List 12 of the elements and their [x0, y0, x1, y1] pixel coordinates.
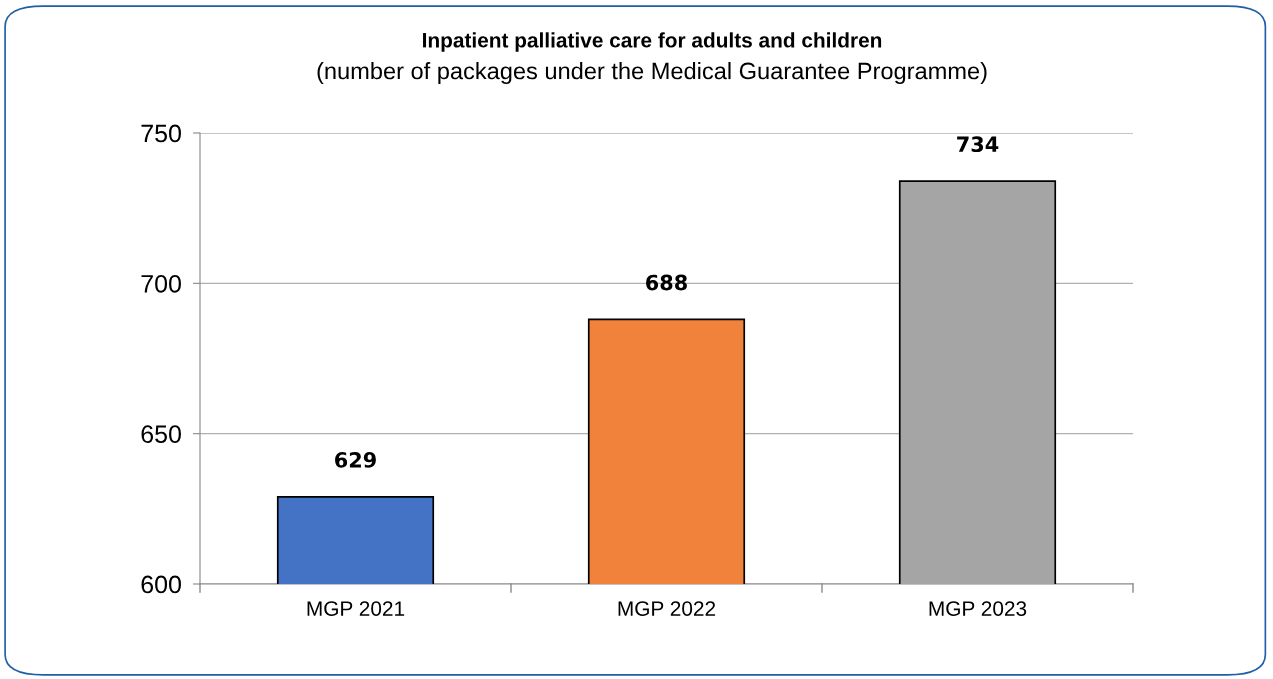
chart-title: Inpatient palliative care for adults and children	[423, 32, 882, 52]
y-tick-label: 700	[141, 274, 181, 293]
x-tick-label: MGP 2023	[929, 601, 1027, 616]
data-label: 688	[646, 274, 687, 291]
y-tick-label: 750	[141, 124, 181, 143]
x-tick-label: MGP 2021	[307, 601, 405, 616]
x-tick-label: MGP 2022	[618, 601, 716, 616]
data-label: 734	[957, 136, 999, 153]
y-tick-label: 600	[141, 575, 181, 594]
data-label: 629	[335, 452, 376, 468]
y-tick-label: 650	[141, 425, 181, 443]
chart-subtitle: (number of packages under the Medical Guarantee Programme)	[317, 62, 987, 84]
